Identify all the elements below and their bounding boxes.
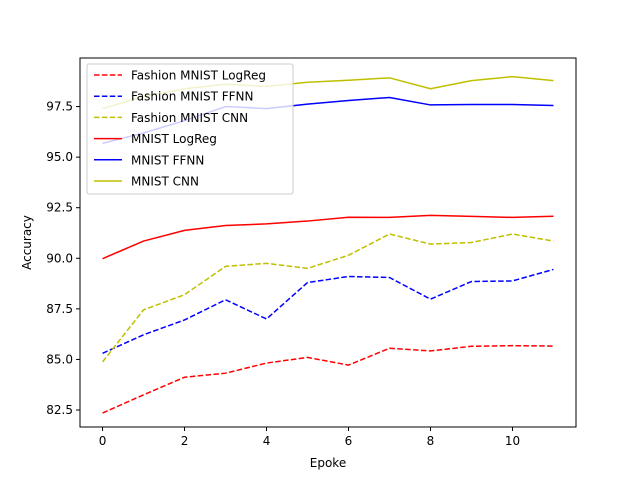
- series-line-1: [102, 344, 554, 414]
- y-axis: 82.5 85.0 87.5 90.0 92.5 95.0 97.5: [46, 100, 80, 417]
- x-tick-label: 10: [505, 434, 520, 448]
- y-tick-label: 97.5: [46, 100, 73, 114]
- plot-frame: [79, 57, 577, 428]
- legend-label: Fashion MNIST LogReg: [131, 69, 266, 83]
- legend-label: Fashion MNIST FFNN: [131, 90, 254, 104]
- x-tick-label: 0: [99, 434, 107, 448]
- x-tick-label: 4: [263, 434, 271, 448]
- y-tick-label: 92.5: [46, 201, 73, 215]
- series-line-2: [102, 268, 554, 355]
- x-axis: 0 2 4 6 8 10: [99, 427, 520, 448]
- legend-label: MNIST LogReg: [131, 132, 217, 146]
- legend-label: MNIST FFNN: [131, 153, 204, 167]
- y-axis-label: Accuracy: [20, 215, 34, 270]
- series-line-3: [101, 233, 554, 363]
- x-axis-label: Epoke: [310, 456, 346, 470]
- y-tick-label: 95.0: [46, 150, 73, 164]
- legend: Fashion MNIST LogReg Fashion MNIST FFNN Fa…: [86, 63, 294, 195]
- y-tick-label: 85.0: [46, 352, 73, 366]
- legend-box: [86, 63, 294, 195]
- legend-label: MNIST CNN: [131, 175, 199, 189]
- y-tick-label: 87.5: [46, 302, 73, 316]
- y-tick-label: 90.0: [46, 251, 73, 265]
- y-tick-label: 82.5: [46, 403, 73, 417]
- x-tick-label: 6: [345, 434, 353, 448]
- x-tick-label: 2: [181, 434, 189, 448]
- legend-label: Fashion MNIST CNN: [131, 111, 248, 125]
- series-line-4: [102, 214, 554, 260]
- x-tick-label: 8: [427, 434, 435, 448]
